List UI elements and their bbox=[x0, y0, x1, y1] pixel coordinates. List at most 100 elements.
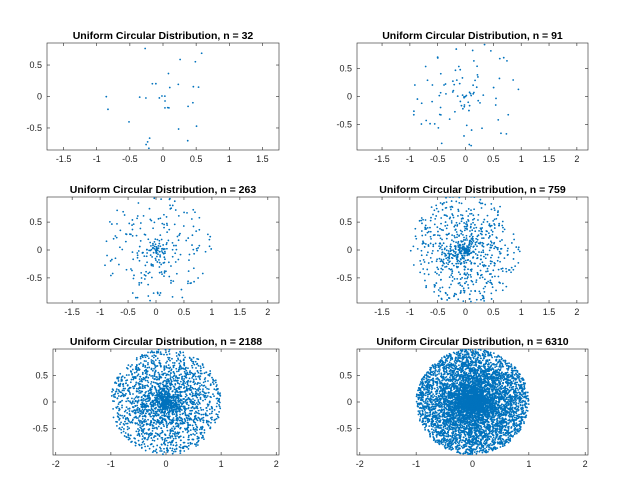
data-point bbox=[145, 97, 147, 99]
data-point bbox=[179, 419, 182, 422]
data-point bbox=[460, 202, 463, 205]
data-point bbox=[450, 208, 452, 211]
data-point bbox=[137, 419, 140, 422]
data-point bbox=[145, 422, 148, 425]
data-point bbox=[432, 372, 435, 375]
data-point bbox=[437, 126, 440, 129]
data-point bbox=[439, 227, 441, 230]
data-point bbox=[170, 369, 173, 372]
data-point bbox=[160, 397, 163, 400]
data-point bbox=[173, 372, 176, 375]
data-point bbox=[209, 395, 212, 398]
data-point bbox=[486, 220, 489, 223]
data-point bbox=[175, 409, 178, 412]
data-point bbox=[205, 371, 207, 374]
data-point bbox=[157, 419, 160, 422]
data-point bbox=[168, 370, 171, 373]
data-point bbox=[200, 393, 202, 396]
data-point bbox=[194, 60, 197, 63]
data-point bbox=[210, 412, 213, 415]
data-point bbox=[161, 399, 164, 402]
data-point bbox=[485, 281, 488, 284]
data-point bbox=[187, 387, 190, 390]
data-point bbox=[165, 270, 167, 273]
data-point bbox=[463, 222, 466, 224]
data-point bbox=[150, 350, 153, 353]
data-point bbox=[197, 416, 200, 419]
data-point bbox=[160, 238, 163, 241]
data-point bbox=[166, 378, 168, 381]
data-point bbox=[445, 245, 448, 248]
data-point bbox=[138, 259, 141, 262]
data-point bbox=[195, 445, 197, 447]
data-point bbox=[164, 434, 167, 436]
data-point bbox=[464, 239, 467, 241]
data-point bbox=[141, 406, 144, 409]
data-point bbox=[445, 257, 448, 260]
data-point bbox=[460, 250, 463, 253]
y-tick-label: 0 bbox=[347, 245, 352, 255]
data-point bbox=[163, 425, 165, 428]
data-point bbox=[502, 282, 504, 285]
data-point bbox=[171, 376, 174, 379]
data-point bbox=[172, 444, 175, 447]
data-point bbox=[145, 360, 147, 363]
data-point bbox=[134, 404, 137, 407]
data-point bbox=[147, 410, 149, 412]
data-point bbox=[137, 368, 140, 370]
data-point bbox=[477, 265, 479, 268]
data-point bbox=[157, 408, 160, 411]
data-point bbox=[157, 371, 160, 374]
data-point bbox=[189, 393, 192, 396]
data-point bbox=[147, 390, 150, 392]
data-point bbox=[462, 233, 464, 236]
data-point bbox=[494, 275, 496, 278]
data-point bbox=[209, 427, 212, 430]
data-point bbox=[172, 450, 175, 453]
data-point bbox=[499, 205, 501, 208]
data-point bbox=[126, 425, 129, 428]
data-point bbox=[176, 407, 179, 410]
data-point bbox=[182, 354, 185, 357]
data-point bbox=[141, 422, 143, 425]
data-point bbox=[420, 217, 423, 219]
data-point bbox=[121, 404, 123, 407]
data-point bbox=[169, 435, 172, 438]
data-point bbox=[156, 261, 159, 263]
data-point bbox=[448, 276, 451, 279]
x-tick-label: -0.5 bbox=[430, 154, 446, 164]
data-point bbox=[219, 394, 221, 396]
data-point bbox=[451, 262, 454, 265]
data-point bbox=[420, 254, 423, 257]
data-point bbox=[201, 417, 203, 420]
data-point bbox=[427, 273, 430, 276]
data-point bbox=[110, 258, 113, 261]
data-point bbox=[150, 412, 153, 414]
data-point bbox=[463, 262, 466, 264]
data-point bbox=[137, 387, 140, 390]
data-point bbox=[143, 443, 146, 445]
data-point bbox=[160, 263, 163, 266]
data-point bbox=[429, 242, 432, 245]
data-point bbox=[444, 361, 447, 364]
data-point bbox=[199, 420, 202, 422]
data-point bbox=[178, 407, 180, 410]
data-point bbox=[149, 254, 152, 257]
data-point bbox=[431, 84, 434, 86]
data-point bbox=[439, 242, 441, 245]
data-point bbox=[470, 233, 473, 236]
data-point bbox=[486, 267, 489, 270]
data-point bbox=[158, 410, 161, 412]
data-point bbox=[480, 298, 482, 301]
data-point bbox=[515, 246, 518, 248]
data-point bbox=[135, 234, 138, 237]
data-point bbox=[145, 375, 148, 378]
data-point bbox=[490, 229, 493, 232]
data-point bbox=[131, 397, 133, 400]
data-point bbox=[143, 415, 146, 418]
x-tick-label: 2 bbox=[274, 459, 279, 469]
data-point bbox=[145, 408, 148, 411]
data-point bbox=[119, 414, 122, 417]
data-point bbox=[153, 375, 156, 378]
data-point bbox=[134, 399, 137, 402]
